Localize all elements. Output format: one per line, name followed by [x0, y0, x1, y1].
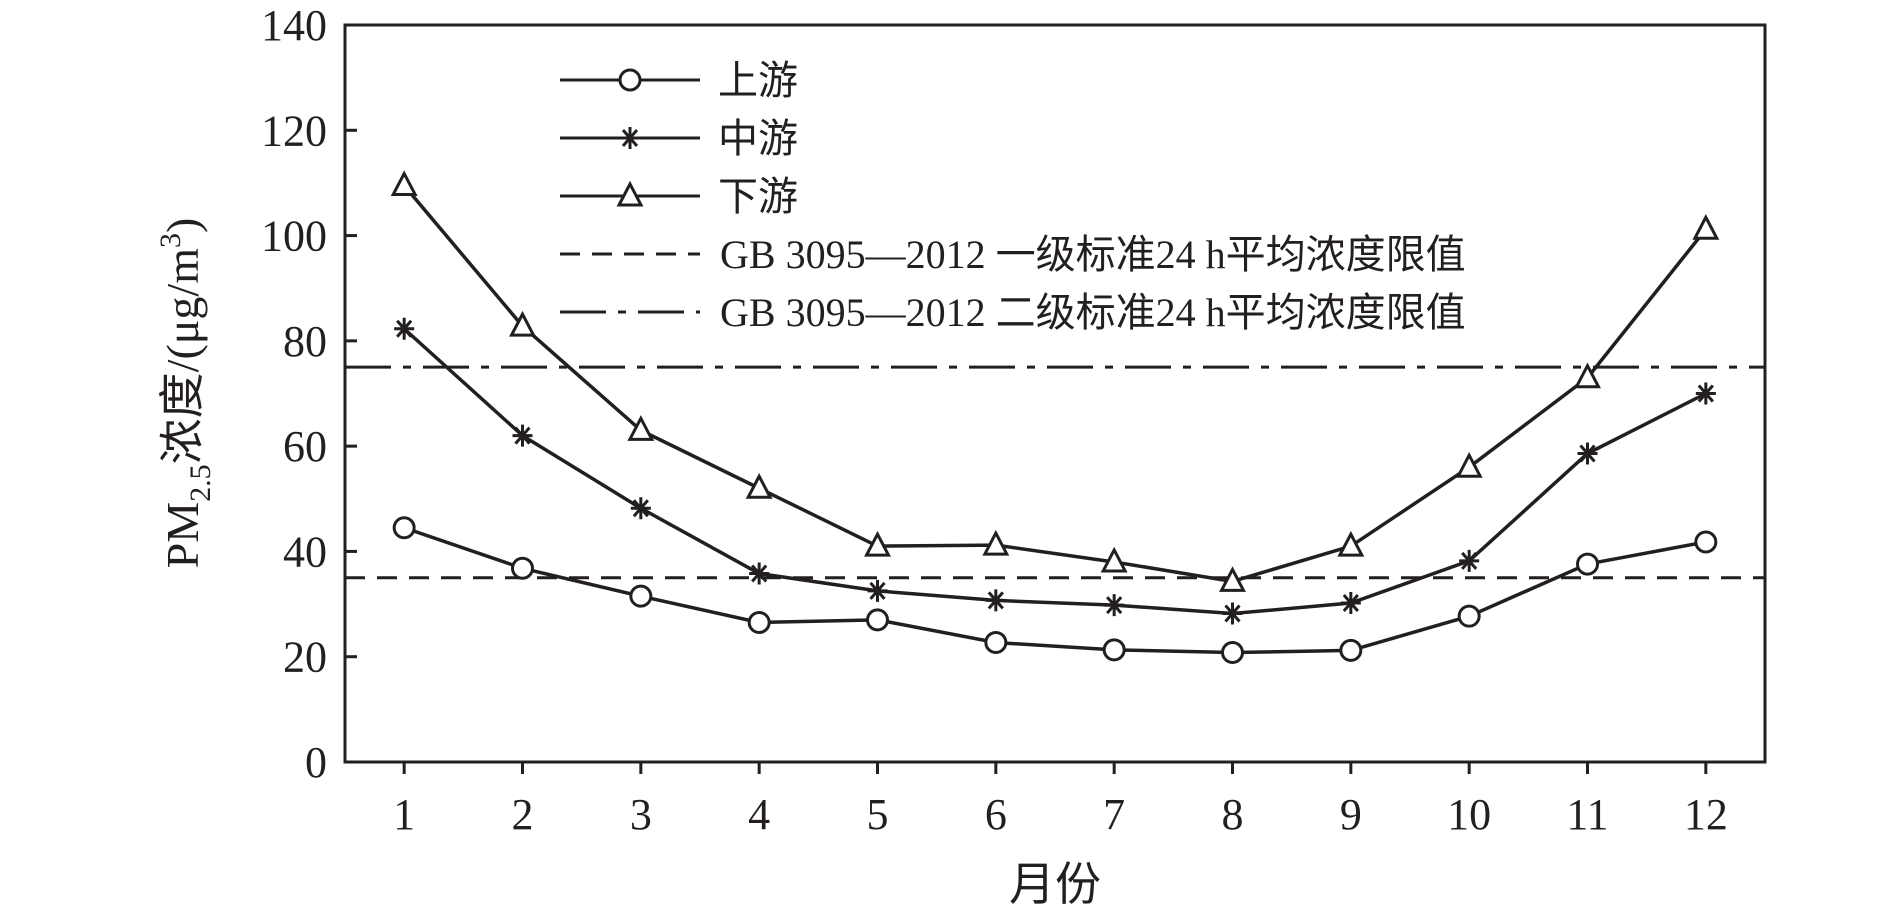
data-point-s1-m4 [747, 610, 771, 634]
data-point-s3-m5 [864, 530, 891, 557]
data-point-s2-m10 [1459, 549, 1480, 572]
y-axis-title-main: PM [157, 502, 208, 568]
x-tick-label: 8 [1222, 790, 1244, 839]
data-point-s1-m12 [1694, 530, 1718, 554]
data-point-s2-m7 [1104, 594, 1125, 617]
data-point-s1-m1 [392, 516, 416, 540]
data-point-s2-m5 [867, 579, 888, 602]
data-point-s3-m8 [1219, 566, 1246, 592]
legend-label-2: 中游 [718, 116, 798, 161]
plot-frame [343, 23, 1767, 764]
series-line-2 [402, 327, 1707, 616]
x-axis-ticks: 1 2 3 4 5 6 7 8 9 10 11 12 [393, 762, 1728, 839]
y-tick-label: 40 [283, 527, 327, 576]
data-point-s2-m8 [1222, 602, 1243, 625]
data-point-s3-m4 [745, 473, 773, 499]
y-tick-label: 60 [283, 422, 327, 471]
x-tick-label: 12 [1684, 790, 1728, 839]
legend-marker-2 [620, 127, 640, 149]
reference-lines [345, 365, 1765, 580]
legend-label-3: 下游 [718, 174, 798, 219]
data-point-s1-m3 [629, 584, 653, 608]
x-tick-label: 11 [1566, 790, 1608, 839]
y-axis-title-close: ) [157, 218, 208, 233]
y-tick-label: 100 [261, 212, 327, 261]
data-point-s1-m10 [1457, 604, 1481, 628]
series-line-1 [403, 526, 1707, 655]
data-point-s2-m3 [630, 497, 651, 520]
series-line-3 [402, 184, 1708, 584]
legend-marker-3 [616, 180, 644, 207]
data-point-s2-m9 [1340, 592, 1361, 615]
data-point-s1-m2 [511, 556, 534, 580]
y-tick-label: 120 [261, 106, 327, 155]
legend-marker-1 [618, 68, 642, 92]
data-point-s1-m5 [866, 608, 889, 632]
data-point-s1-m9 [1339, 638, 1363, 662]
data-point-s3-m3 [627, 415, 655, 441]
y-axis-title: PM2.5浓度/(μg/m3) [154, 218, 217, 569]
series-markers [390, 170, 1720, 665]
x-tick-label: 1 [393, 790, 415, 839]
legend-label-1: 上游 [718, 58, 798, 103]
series-lines [402, 184, 1708, 655]
data-point-s3-m2 [509, 310, 536, 337]
data-point-s3-m1 [390, 170, 418, 197]
y-axis-ticks: 0 20 40 60 80 100 120 140 [261, 1, 357, 787]
y-axis-title-rest: 浓度/(μg/m [157, 248, 208, 465]
x-tick-label: 9 [1340, 790, 1362, 839]
x-tick-label: 6 [985, 790, 1007, 839]
data-point-s2-m12 [1695, 382, 1716, 405]
data-point-s1-m8 [1221, 641, 1244, 665]
x-tick-label: 7 [1103, 790, 1125, 839]
y-tick-label: 140 [261, 1, 327, 50]
data-point-s2-m2 [512, 424, 533, 447]
data-point-s2-m6 [985, 589, 1006, 612]
x-tick-label: 10 [1447, 790, 1491, 839]
x-tick-label: 3 [630, 790, 652, 839]
data-point-s1-m6 [984, 631, 1008, 655]
data-point-s1-m11 [1576, 552, 1599, 576]
data-point-s3-m7 [1100, 546, 1128, 573]
data-point-s3-m10 [1455, 451, 1483, 478]
y-tick-label: 80 [283, 317, 327, 366]
x-tick-label: 2 [512, 790, 534, 839]
data-point-s1-m7 [1102, 638, 1126, 662]
data-point-s2-m1 [394, 317, 415, 340]
y-tick-label: 20 [283, 633, 327, 682]
data-point-s3-m6 [982, 529, 1010, 556]
data-point-s3-m11 [1574, 362, 1601, 389]
x-tick-label: 4 [748, 790, 770, 839]
y-axis-title-superscript: 3 [154, 233, 187, 248]
x-axis-title: 月份 [1009, 859, 1101, 910]
x-tick-label: 5 [867, 790, 889, 839]
data-point-s3-m12 [1692, 214, 1720, 240]
data-point-s2-m4 [749, 562, 770, 585]
data-point-s2-m11 [1577, 442, 1598, 465]
data-point-s3-m9 [1337, 530, 1365, 557]
legend-label-5: GB 3095—2012 二级标准24 h平均浓度限值 [720, 290, 1466, 335]
legend-label-4: GB 3095—2012 一级标准24 h平均浓度限值 [720, 232, 1466, 277]
y-tick-label: 0 [305, 738, 327, 787]
y-axis-title-subscript: 2.5 [184, 464, 217, 502]
